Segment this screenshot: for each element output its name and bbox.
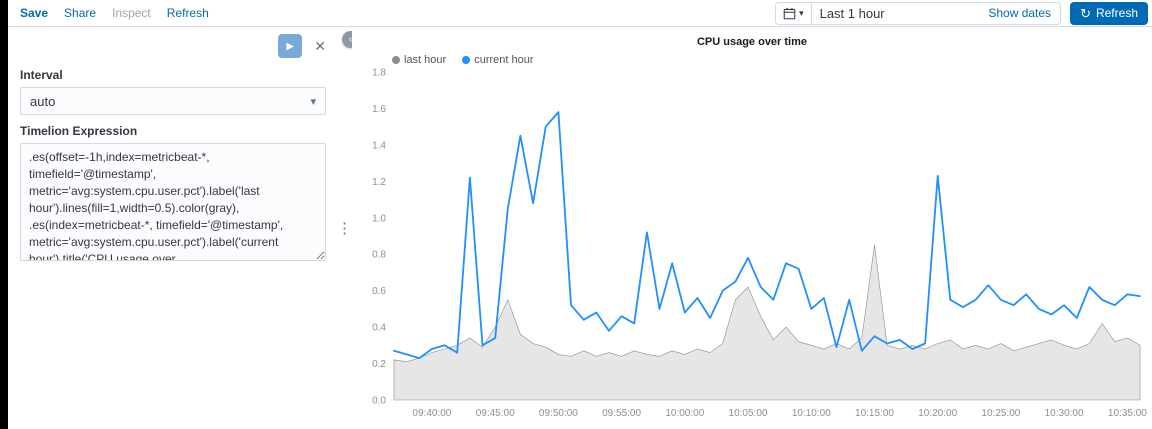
legend-dot-gray [392,56,400,64]
chart-legend: last hour current hour [392,54,1152,66]
svg-text:09:45:00: 09:45:00 [476,408,515,419]
svg-text:09:40:00: 09:40:00 [412,408,451,419]
refresh-button-label: Refresh [1095,6,1138,20]
legend-item-current-hour[interactable]: current hour [462,54,534,66]
calendar-icon [783,7,796,19]
svg-text:0.4: 0.4 [372,323,386,334]
cpu-usage-chart: 0.0 0.2 0.4 0.6 0.8 1.0 1.2 1.4 1.6 1.8 09:40:00 09… [372,68,1147,420]
chevron-down-icon: ▾ [799,7,804,18]
svg-text:10:10:00: 10:10:00 [792,408,831,419]
legend-item-last-hour[interactable]: last hour [392,54,446,66]
svg-text:10:00:00: 10:00:00 [665,408,704,419]
svg-text:0.2: 0.2 [372,359,386,370]
timelion-editor-panel: ▶ ✕ Interval auto ▾ Timelion Expression … [8,27,338,429]
legend-dot-blue [462,56,471,64]
share-button[interactable]: Share [64,6,97,20]
save-button[interactable]: Save [20,6,49,20]
show-dates-button[interactable]: Show dates [988,6,1052,20]
svg-text:0.6: 0.6 [372,286,386,297]
interval-label: Interval [20,68,63,82]
drag-handle-icon[interactable]: ⋮ [337,220,352,237]
svg-text:10:15:00: 10:15:00 [855,408,894,419]
legend-label: last hour [404,54,447,66]
top-bar: Save Share Inspect Refresh ▾ Last 1 hour… [8,0,1152,27]
svg-text:1.8: 1.8 [372,68,386,79]
svg-text:10:20:00: 10:20:00 [918,408,957,419]
topnav-menu: Save Share Inspect Refresh [20,6,209,20]
interval-select[interactable]: auto ▾ [20,87,326,115]
refresh-menu-button[interactable]: Refresh [166,6,209,20]
svg-text:1.2: 1.2 [372,177,386,188]
svg-text:0.0: 0.0 [372,396,386,407]
chart-panel: CPU usage over time last hour current ho… [352,27,1152,429]
svg-text:09:50:00: 09:50:00 [539,408,578,419]
expression-label: Timelion Expression [20,124,138,138]
time-range-picker: ▾ Last 1 hour Show dates [775,1,1062,25]
legend-label: current hour [474,54,534,66]
quick-select-menu-button[interactable]: ▾ [776,2,812,24]
close-icon[interactable]: ✕ [314,38,326,54]
svg-text:1.0: 1.0 [372,213,386,224]
chart-title: CPU usage over time [696,36,808,48]
panel-resizer[interactable]: ⋮ [337,27,352,429]
chevron-down-icon: ▾ [310,95,316,108]
svg-text:1.6: 1.6 [372,104,386,115]
inspect-button[interactable]: Inspect [112,6,151,20]
interval-selected-value: auto [30,93,56,109]
svg-text:09:55:00: 09:55:00 [602,408,641,419]
svg-text:10:35:00: 10:35:00 [1108,408,1147,419]
collapsed-nav-strip[interactable] [0,0,8,429]
refresh-query-button[interactable]: ↻ Refresh [1070,1,1148,25]
svg-text:1.4: 1.4 [372,140,386,151]
refresh-icon: ↻ [1080,5,1091,21]
run-expression-button[interactable]: ▶ [278,34,303,58]
time-range-value[interactable]: Last 1 hour [819,5,885,21]
editor-actions: ▶ ✕ [20,33,326,59]
svg-text:0.8: 0.8 [372,250,386,261]
svg-text:10:25:00: 10:25:00 [981,408,1020,419]
timelion-expression-input[interactable]: .es(offset=-1h,index=metricbeat-*, timef… [20,143,326,261]
svg-text:10:30:00: 10:30:00 [1045,408,1084,419]
svg-text:10:05:00: 10:05:00 [729,408,768,419]
play-icon: ▶ [286,40,295,52]
